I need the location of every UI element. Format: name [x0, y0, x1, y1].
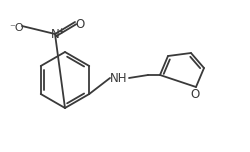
Text: +: + [57, 26, 64, 36]
Text: O: O [190, 88, 199, 102]
Text: O: O [75, 17, 84, 31]
Text: NH: NH [110, 71, 127, 85]
Text: N: N [50, 28, 59, 40]
Text: ⁻O: ⁻O [10, 23, 24, 33]
